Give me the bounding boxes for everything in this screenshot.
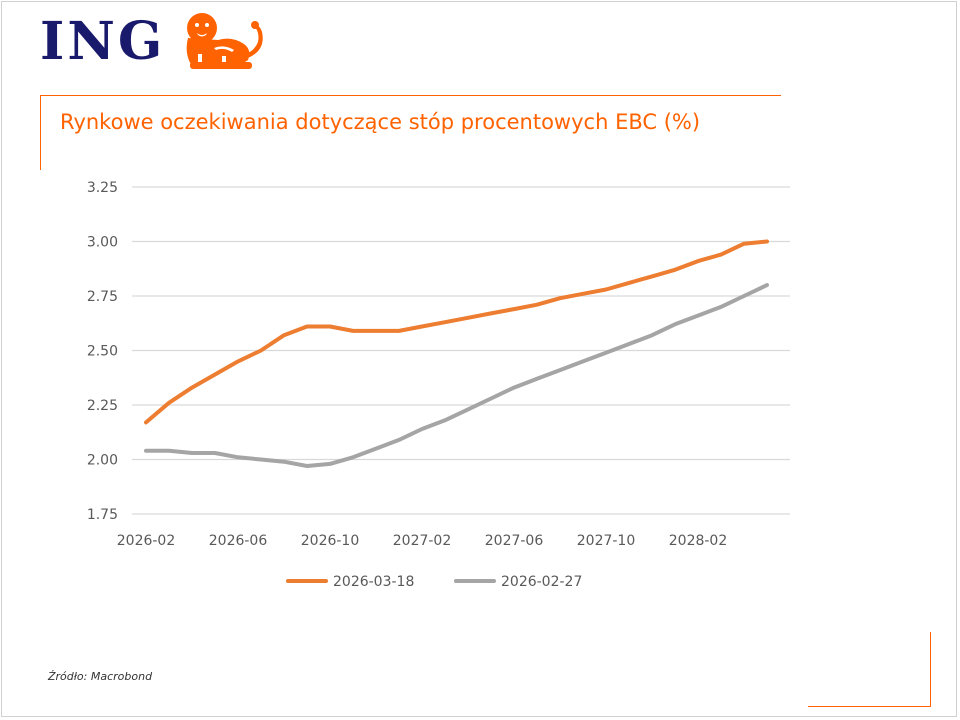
- x-tick-label: 2026-10: [301, 533, 360, 549]
- y-tick-label: 1.75: [87, 507, 118, 523]
- x-axis-ticks: 2026-02 2026-06 2026-10 2027-02 2027-06 2027-…: [117, 533, 728, 549]
- legend: 2026-03-18 2026-02-27: [286, 574, 582, 590]
- y-axis-ticks: 3.25 3.00 2.75 2.50 2.25 2.00 1.75: [87, 180, 118, 523]
- grid-lines: [132, 186, 790, 515]
- title-box: Rynkowe oczekiwania dotyczące stóp proce…: [40, 95, 781, 170]
- series-lines: [144, 239, 769, 468]
- y-tick-label: 3.25: [87, 180, 118, 196]
- source-note: Źródło: Macrobond: [48, 670, 153, 683]
- legend-label: 2026-03-18: [333, 574, 414, 590]
- lion-icon: [186, 13, 263, 69]
- series-line-2: [144, 283, 769, 468]
- y-tick-label: 3.00: [87, 235, 118, 251]
- chart-title: Rynkowe oczekiwania dotyczące stóp proce…: [60, 110, 701, 134]
- y-tick-label: 2.50: [87, 344, 118, 360]
- y-tick-label: 2.25: [87, 398, 118, 414]
- legend-label: 2026-02-27: [501, 574, 582, 590]
- x-tick-label: 2027-10: [577, 533, 636, 549]
- x-tick-label: 2026-06: [209, 533, 268, 549]
- series-line-1: [144, 239, 769, 425]
- x-tick-label: 2028-02: [669, 533, 728, 549]
- x-tick-label: 2027-02: [393, 533, 452, 549]
- x-tick-label: 2026-02: [117, 533, 176, 549]
- corner-decoration: [808, 632, 931, 707]
- x-tick-label: 2027-06: [485, 533, 544, 549]
- y-tick-label: 2.75: [87, 289, 118, 305]
- brand-name: ING: [40, 11, 166, 72]
- y-tick-label: 2.00: [87, 453, 118, 469]
